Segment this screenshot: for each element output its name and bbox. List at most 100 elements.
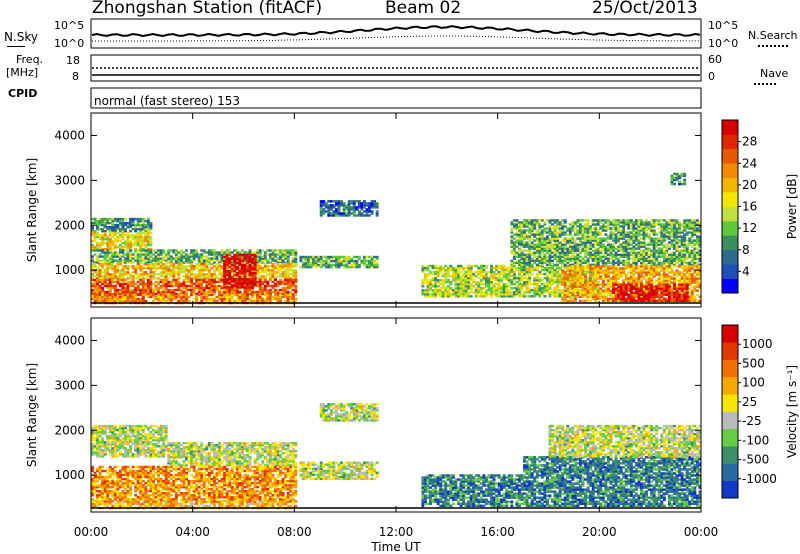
power-cell [134, 265, 138, 268]
power-cell [225, 269, 229, 273]
power-cell [530, 289, 534, 292]
power-cell [202, 288, 206, 292]
power-cell [584, 275, 588, 278]
power-cell [113, 233, 117, 237]
power-cell [258, 271, 262, 274]
power-cell [632, 245, 636, 248]
power-cell [205, 277, 209, 280]
power-cell [294, 271, 298, 274]
power-cell [134, 247, 138, 251]
power-cell [622, 259, 626, 263]
power-cell [487, 293, 491, 296]
power-cell [108, 217, 112, 221]
power-cell [134, 251, 138, 254]
power-cell [106, 219, 110, 223]
power-cell [113, 251, 117, 254]
power-cell [174, 280, 178, 284]
power-cell [289, 267, 293, 270]
power-cell [159, 265, 163, 268]
power-cell [332, 210, 336, 213]
power-cell [695, 235, 699, 238]
power-cell [263, 255, 267, 258]
power-cell [108, 243, 112, 247]
power-cell [111, 261, 115, 264]
power-cell [134, 241, 138, 245]
power-cell [169, 249, 173, 252]
power-cell [289, 253, 293, 256]
power-cell [159, 267, 163, 270]
power-cell [167, 284, 171, 288]
power-cell [291, 277, 295, 280]
power-cell [357, 255, 361, 259]
power-cell [274, 282, 277, 286]
power-cell [660, 223, 664, 226]
power-cell [121, 267, 125, 270]
power-cell [190, 273, 194, 276]
power-cell [243, 293, 247, 297]
power-cell [594, 265, 598, 268]
power-cell [116, 275, 120, 278]
power-cell [291, 288, 295, 292]
power-cell [586, 245, 590, 248]
power-cell [276, 271, 280, 274]
power-cell [218, 284, 222, 288]
power-cell [281, 267, 285, 270]
power-cell [129, 251, 133, 254]
power-cell [213, 261, 216, 264]
power-cell [495, 282, 499, 286]
power-cell [197, 288, 201, 292]
power-cell [337, 200, 341, 203]
power-cell [210, 273, 214, 276]
power-cell [294, 297, 298, 301]
power-cell [248, 278, 252, 281]
power-cell [650, 219, 654, 222]
power-cell [146, 275, 150, 278]
power-cell [225, 251, 229, 254]
power-cell [462, 272, 466, 276]
power-cell [667, 245, 671, 248]
power-cell [530, 237, 534, 240]
power-cell [172, 262, 176, 266]
power-cell [294, 277, 298, 280]
power-cell [96, 255, 100, 258]
power-cell [159, 249, 163, 252]
power-cell [185, 265, 188, 268]
power-cell [116, 259, 120, 262]
power-cell [469, 264, 473, 268]
power-cell [131, 280, 135, 284]
power-cell [340, 200, 344, 203]
power-cell [589, 299, 593, 303]
power-cell [246, 251, 249, 254]
power-cell [179, 253, 183, 256]
power-cell [655, 255, 659, 258]
power-cell [207, 293, 211, 297]
power-cell [240, 278, 244, 281]
power-cell [223, 257, 227, 260]
power-cell [263, 297, 267, 301]
power-cell [129, 241, 133, 245]
power-cell [576, 253, 580, 256]
power-cell [106, 267, 110, 270]
power-cell [512, 287, 516, 290]
power-cell [294, 278, 298, 282]
power-cell [261, 267, 265, 270]
power-cell [279, 267, 283, 270]
power-cell [108, 245, 112, 249]
power-cell [258, 253, 262, 256]
power-cell [93, 288, 97, 292]
power-cell [235, 261, 239, 265]
power-cell [276, 275, 280, 278]
power-cell [129, 219, 133, 223]
power-cell [157, 282, 161, 286]
power-cell [192, 275, 196, 278]
power-cell [332, 204, 336, 207]
power-cell [162, 278, 166, 282]
power-cell [426, 278, 430, 282]
power-cell [197, 257, 201, 260]
power-cell [210, 259, 214, 262]
power-cell [233, 273, 237, 277]
power-cell [202, 265, 206, 268]
power-cell [134, 273, 138, 276]
power-cell [141, 278, 145, 282]
